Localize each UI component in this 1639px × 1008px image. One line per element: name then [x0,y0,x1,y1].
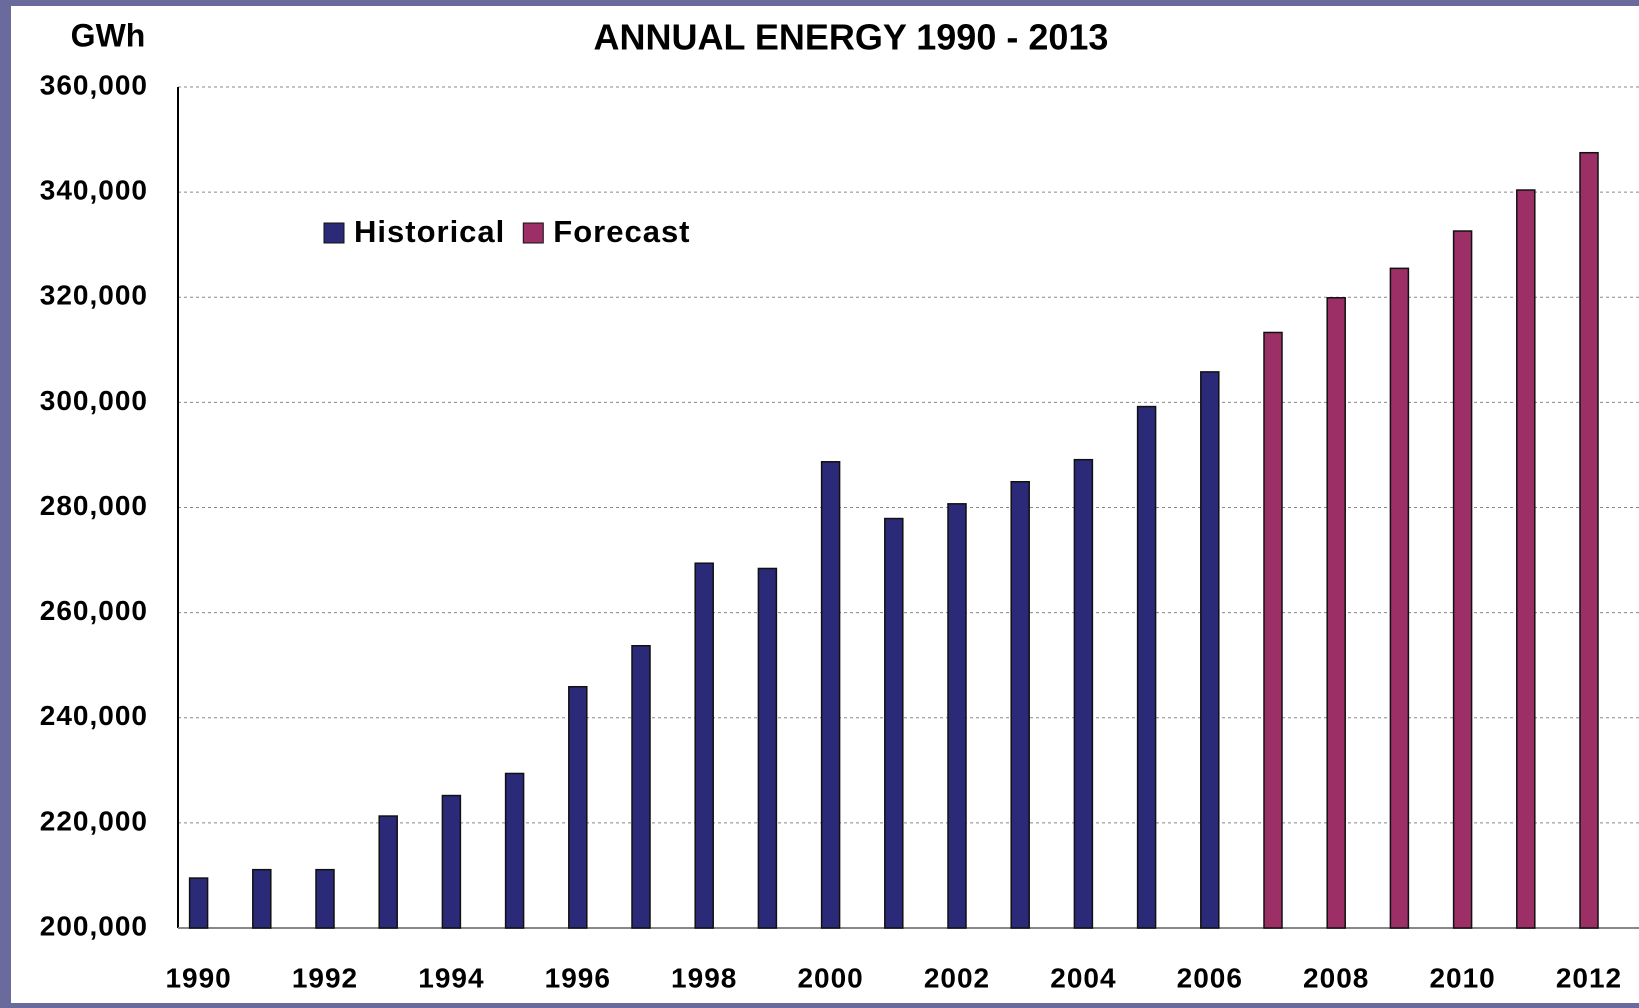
x-tick-label: 2008 [1303,962,1369,993]
bar [1263,331,1283,929]
bar [947,503,967,929]
legend: Historical Forecast [323,214,690,249]
x-tick-label: 1994 [418,962,484,993]
bar [315,868,335,929]
chart-frame: ANNUAL ENERGY 1990 - 2013 GWh Historical… [11,6,1639,1003]
x-tick-label: 2000 [797,962,863,993]
x-tick-label: 2002 [924,962,990,993]
legend-label: Forecast [553,214,690,249]
legend-swatch [323,222,345,244]
bar [820,461,841,929]
x-tick-label: 2010 [1429,962,1495,993]
x-tick-label: 2006 [1177,962,1243,993]
bar [1389,267,1410,929]
x-tick-label: 2004 [1050,962,1116,993]
x-tick-label: 1992 [292,962,358,993]
bar [1073,458,1094,929]
x-tick-label: 1990 [165,962,231,993]
x-tick-label: 1996 [545,962,611,993]
bar [568,685,588,929]
bar [252,868,272,929]
bar [1010,480,1030,929]
x-tick-label: 2012 [1556,962,1622,993]
bar [188,877,209,929]
bar [504,772,525,929]
legend-swatch [522,222,544,244]
bar [1326,297,1346,929]
chart-title: ANNUAL ENERGY 1990 - 2013 [594,17,1109,58]
y-tick-label: 260,000 [40,595,148,626]
bar [1516,189,1536,929]
chart: ANNUAL ENERGY 1990 - 2013 GWh Historical… [40,17,1639,993]
bar [757,567,778,929]
bar [1200,371,1220,929]
bar [631,644,651,929]
bar [1452,230,1473,929]
x-tick-label: 1998 [671,962,737,993]
y-tick-label: 340,000 [40,175,148,206]
bar [1136,405,1157,929]
bar [884,517,904,929]
y-tick-label: 360,000 [40,69,148,100]
bar [1579,151,1599,929]
y-tick-label: 280,000 [40,490,148,521]
legend-label: Historical [354,214,505,249]
y-tick-label: 240,000 [40,700,148,731]
y-tick-label: 320,000 [40,280,148,311]
bar [694,562,714,929]
y-tick-label: 220,000 [40,805,148,836]
bar [441,794,462,929]
bar [378,815,398,929]
y-tick-label: 200,000 [40,910,148,941]
y-axis-title: GWh [71,17,146,53]
y-tick-label: 300,000 [40,385,148,416]
